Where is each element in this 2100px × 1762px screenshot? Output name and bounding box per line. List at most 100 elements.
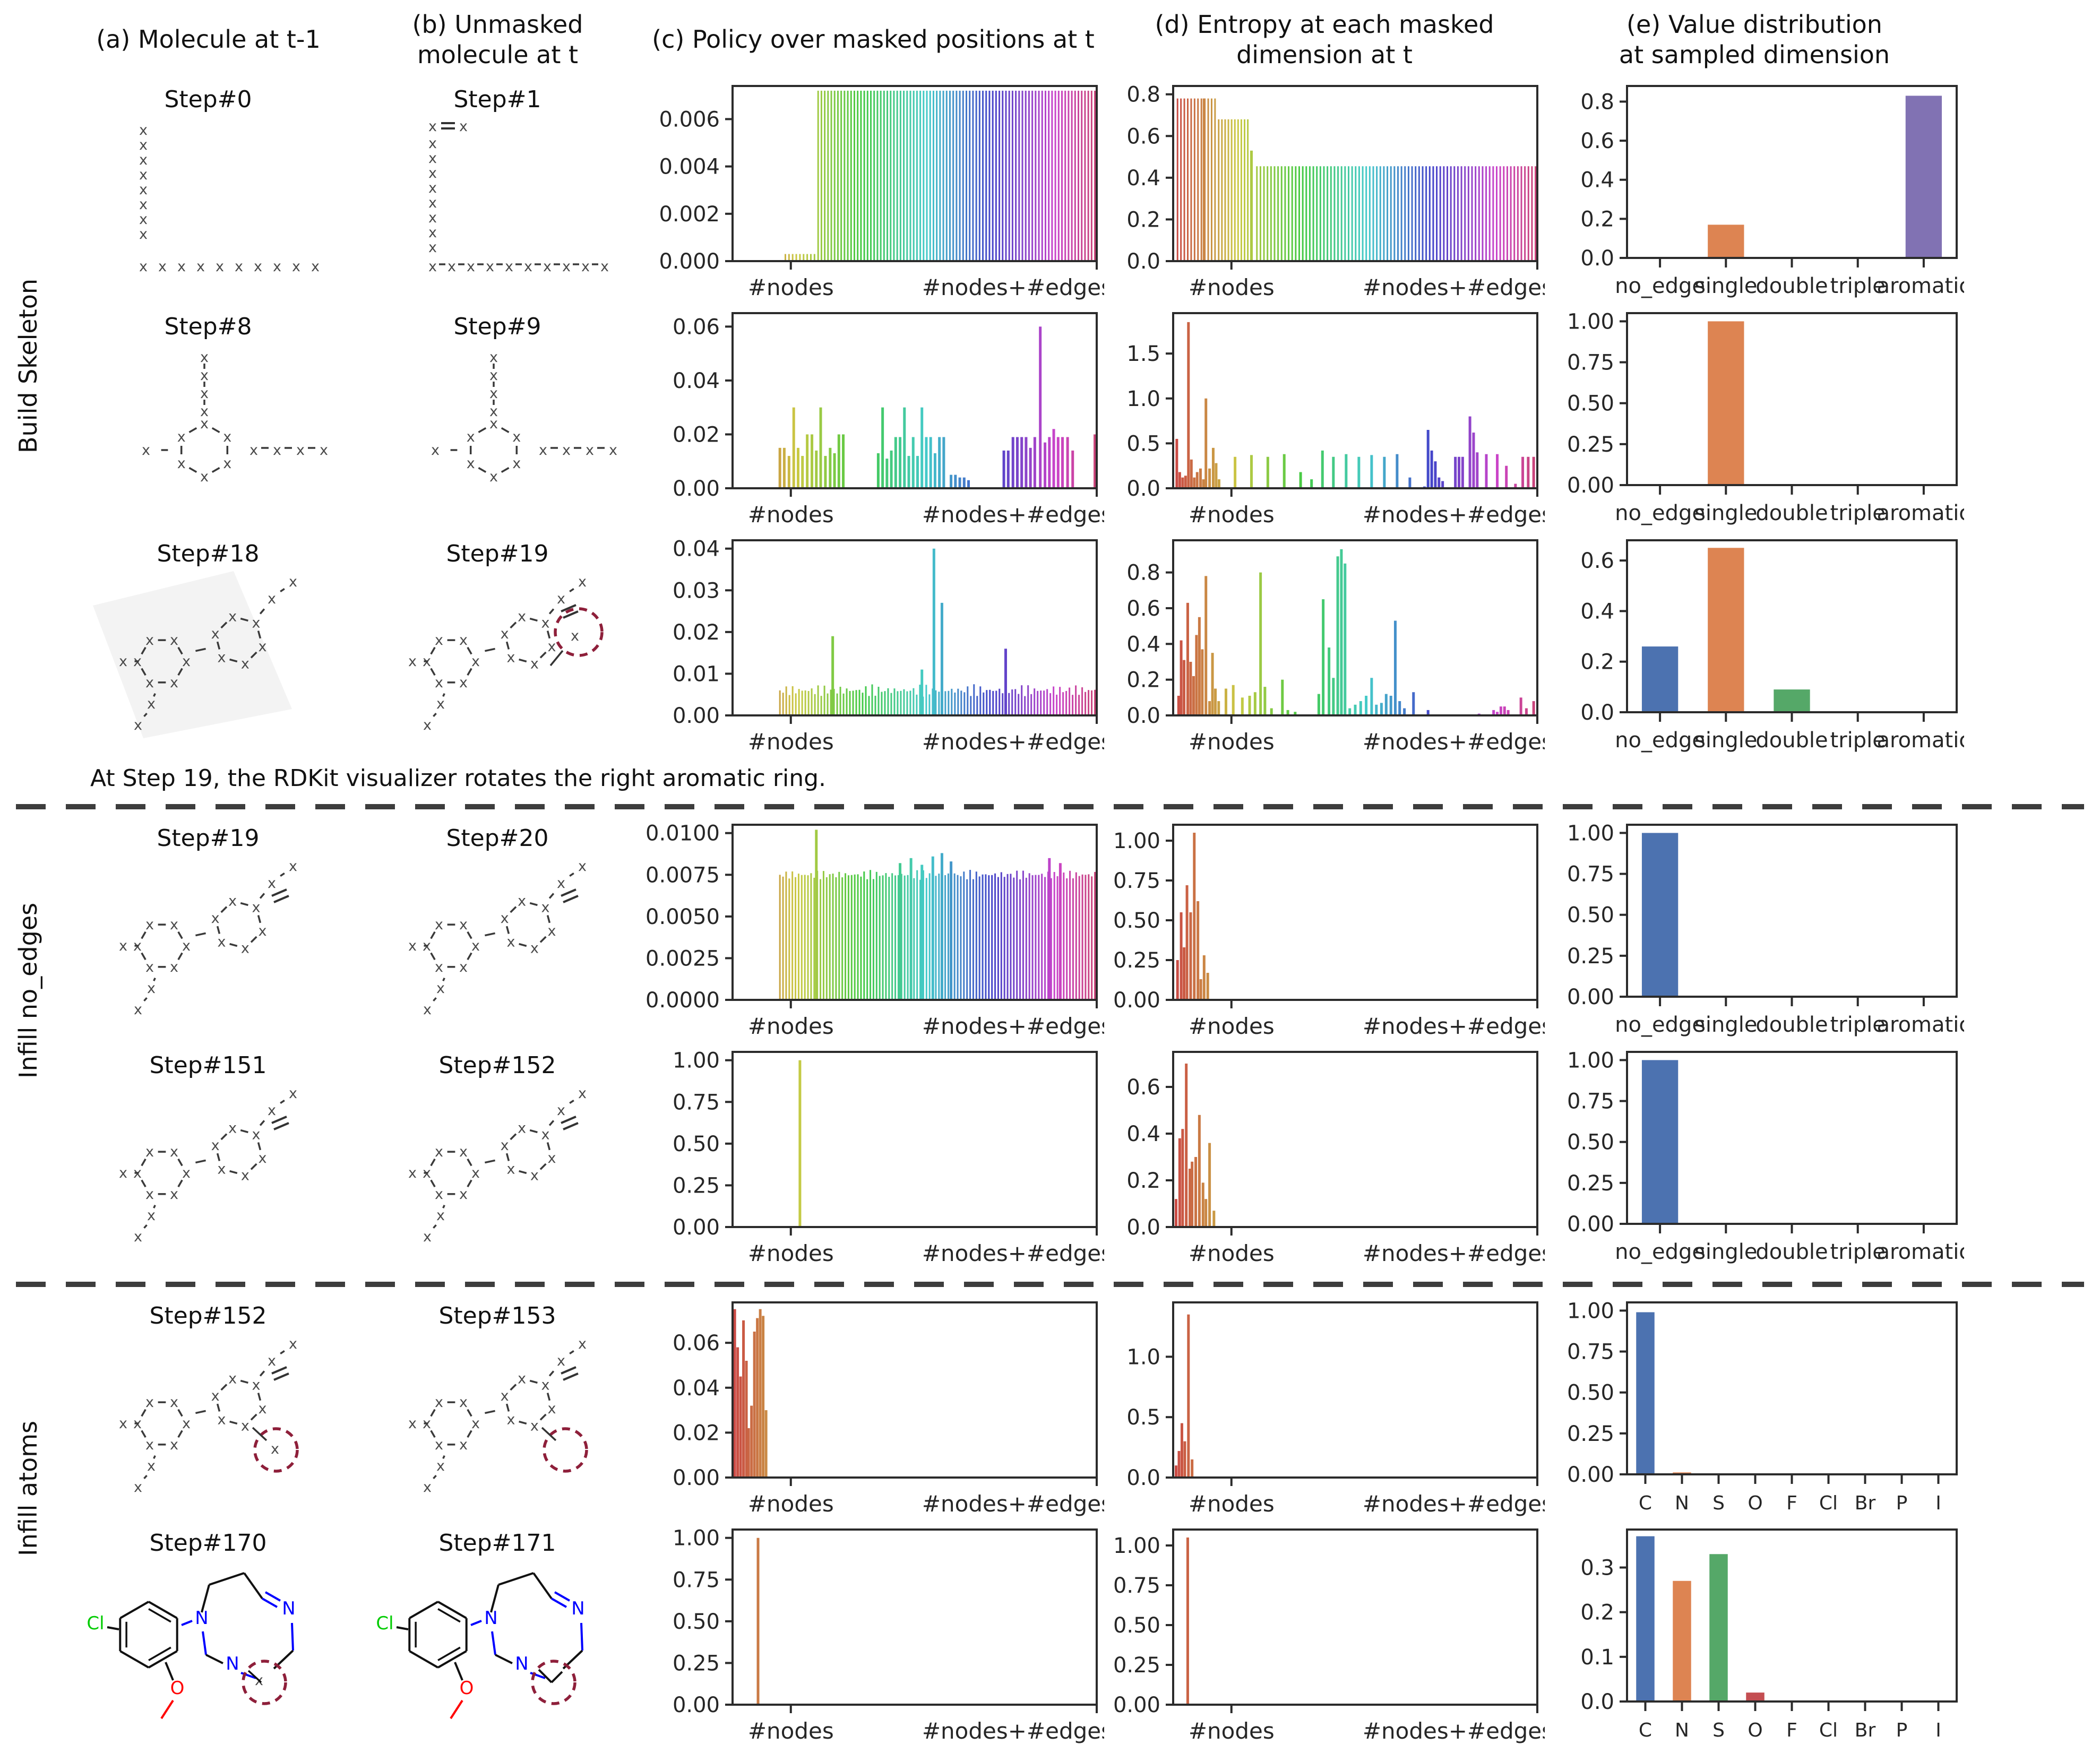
masked-atom-marker: x [547, 1401, 556, 1417]
y-tick-label: 0.4 [1126, 1122, 1160, 1146]
masked-atom-marker: x [217, 1161, 226, 1178]
y-tick-label: 0.50 [1567, 1381, 1614, 1405]
step-title: Step#171 [438, 1530, 556, 1557]
masked-atom-marker: x [268, 875, 276, 892]
x-tick-label-nodes: #nodes [1189, 502, 1275, 528]
masked-atom-marker: x [273, 442, 281, 459]
category-label: double [1755, 501, 1828, 525]
masked-atom-marker: x [311, 258, 320, 275]
masked-atom-marker: x [292, 258, 300, 275]
x-tick-label-nodes: #nodes [1189, 729, 1275, 755]
atom-label-N: N [226, 1653, 239, 1674]
masked-atom-marker: x [562, 258, 571, 275]
category-label: double [1755, 1013, 1828, 1037]
masked-atom-marker: x [459, 1394, 468, 1411]
masked-atom-marker: x [547, 638, 556, 655]
masked-atom-marker: x [518, 609, 526, 625]
y-tick-label: 0.8 [1580, 90, 1614, 114]
y-tick-label: 0.0100 [646, 822, 720, 846]
y-tick-label: 0.0 [1126, 704, 1160, 728]
y-tick-label: 0.75 [1113, 1574, 1160, 1598]
value-chart-cell: 0.0 0.2 0.4 0.6 no_edge single double triple aro… [1545, 534, 1964, 761]
masked-atom-marker: x [252, 1377, 261, 1393]
y-tick-label: 0.0075 [646, 863, 720, 887]
y-tick-label: 0.0 [1580, 701, 1614, 725]
category-label: C [1639, 1492, 1652, 1514]
entropy-chart-cell: 0.0 0.2 0.4 0.6 #nodes #nodes+#edges [1104, 1046, 1545, 1273]
y-tick-label: 0.006 [659, 107, 720, 132]
molecule-cell-left: Step#152xxxxxxxxxxxxxxxxxx [64, 1296, 353, 1523]
masked-atom-marker: x [471, 1415, 480, 1432]
masked-atom-marker: x [139, 152, 148, 168]
y-tick-label: 0.000 [659, 249, 720, 274]
x-tick-label-nodes: #nodes [748, 729, 834, 755]
masked-atom-marker: x [557, 591, 565, 607]
x-tick-label-nodes-edges: #nodes+#edges [922, 1718, 1104, 1744]
figure-row-2: Step#8 x x x x x x x x x x x x x x x Step#9 x x x x x x x x x x x x x… [0, 307, 2100, 534]
category-label: single [1694, 728, 1757, 753]
step-title: Step#152 [149, 1302, 266, 1329]
masked-atom-marker: x [145, 1437, 154, 1453]
masked-atom-marker: x [609, 442, 617, 459]
masked-atom-marker: x [147, 1207, 156, 1224]
y-tick-label: 0.02 [673, 620, 720, 645]
section-separator [0, 795, 2100, 818]
category-label: Br [1855, 1492, 1876, 1514]
masked-atom-marker: x [268, 1102, 276, 1119]
masked-atom-marker: x [134, 1479, 142, 1496]
row-gutter [0, 534, 64, 761]
masked-atom-marker: x [145, 1394, 154, 1411]
masked-atom-marker: x [296, 442, 305, 459]
masked-atom-marker: x [543, 258, 552, 275]
y-tick-label: 0.0050 [646, 905, 720, 929]
entropy-chart-cell: 0.0 0.5 1.0 #nodes #nodes+#edges [1104, 1296, 1545, 1523]
molecule-cell-left: Step#18xxxxxxxxxxxxxxxxx [64, 534, 353, 761]
policy-chart-row-6: 0.00 0.02 0.04 0.06 #nodes #nodes+#edges [673, 1301, 1104, 1517]
masked-atom-marker: x [447, 258, 456, 275]
molecule-sketch-bicyclic: Step#151xxxxxxxxxxxxxxxxx [119, 1052, 297, 1245]
y-tick-label: 0.4 [1126, 166, 1160, 191]
molecule-cell-right: Step#20xxxxxxxxxxxxxxxxx [353, 818, 642, 1046]
masked-atom-marker: x [147, 696, 156, 712]
masked-atom-marker: x [600, 258, 609, 275]
y-tick-label: 1.00 [1567, 309, 1614, 334]
atom-label-N: N [515, 1653, 528, 1674]
masked-atom-marker: x [241, 1167, 249, 1184]
y-tick-label: 0.50 [1567, 903, 1614, 928]
y-tick-label: 0.4 [1580, 599, 1614, 624]
x-tick-label-nodes: #nodes [748, 502, 834, 528]
x-tick-label-nodes-edges: #nodes+#edges [922, 1240, 1104, 1266]
y-tick-label: 1.00 [673, 1049, 720, 1073]
atom-label-Cl: Cl [376, 1613, 393, 1634]
masked-atom-marker: x [547, 923, 556, 939]
masked-atom-marker: x [471, 653, 480, 670]
masked-atom-marker: x [435, 1186, 443, 1203]
policy-chart-cell: 0.00 0.02 0.04 0.06 #nodes #nodes+#edges [642, 307, 1104, 534]
masked-atom-marker: x [586, 442, 594, 459]
entropy-chart-row-1: 0.0 0.2 0.4 0.6 0.8 #nodes #nodes+#edges [1126, 83, 1545, 300]
masked-atom-marker: x [501, 1137, 509, 1154]
molecule-cell-right: Step#171 Cl N N N O [353, 1523, 642, 1750]
y-tick-label: 0.06 [673, 1331, 720, 1355]
masked-atom-marker: x [268, 591, 276, 607]
masked-atom-marker: x [258, 1150, 266, 1167]
masked-atom-marker: x [249, 442, 258, 459]
policy-chart-cell: 0.00 0.02 0.04 0.06 #nodes #nodes+#edges [642, 1296, 1104, 1523]
masked-atom-marker: x [512, 455, 521, 472]
masked-atom-marker: x [581, 258, 590, 275]
entropy-chart-cell: 0.00 0.25 0.50 0.75 1.00 #nodes #nodes+#edges [1104, 818, 1545, 1046]
y-tick-label: 0.25 [1113, 948, 1160, 973]
value-chart-cell: 0.0 0.1 0.2 0.3 C N S O F Cl Br P I [1545, 1523, 1964, 1750]
masked-atom-marker: x [139, 226, 148, 243]
masked-atom-marker: x [182, 1415, 191, 1432]
value-chart-cell: 0.0 0.2 0.4 0.6 0.8 no_edge single double triple… [1545, 80, 1964, 307]
x-tick-label-nodes: #nodes [1189, 274, 1275, 300]
policy-chart-cell: 0.00 0.25 0.50 0.75 1.00 #nodes #nodes+#edges [642, 1046, 1104, 1273]
policy-chart-cell: 0.00 0.25 0.50 0.75 1.00 #nodes #nodes+#edges [642, 1523, 1104, 1750]
masked-atom-marker: x [145, 959, 154, 975]
molecule-sketch-bicyclic: Step#153xxxxxxxxxxxxxxxxx [408, 1302, 588, 1496]
masked-atom-marker: x [428, 135, 437, 152]
